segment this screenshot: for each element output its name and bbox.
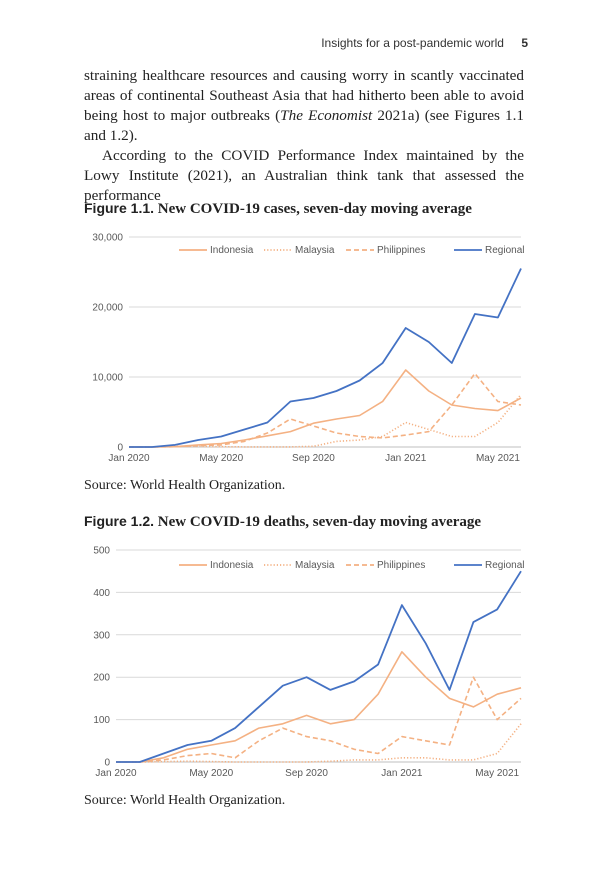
- x-tick-label: Jan 2020: [108, 453, 150, 464]
- paragraph-2: According to the COVID Performance Index…: [84, 147, 524, 204]
- y-tick-label: 0: [117, 443, 123, 454]
- y-tick-label: 0: [104, 758, 110, 769]
- legend-label-philippines: Philippines: [377, 560, 425, 571]
- running-title: Insights for a post-pandemic world: [321, 36, 504, 50]
- legend-label-regional: Regional: [485, 560, 524, 571]
- figure-1-label: Figure 1.1.: [84, 200, 155, 216]
- figure-1-title: Figure 1.1. New COVID-19 cases, seven-da…: [84, 200, 472, 218]
- figure-2-title: Figure 1.2. New COVID-19 deaths, seven-d…: [84, 513, 481, 531]
- paragraph-1-part-b: 2021a) (see Figures 1.1 and 1.2).: [84, 107, 525, 144]
- series-line-philippines: [129, 372, 522, 448]
- x-tick-label: May 2021: [476, 453, 520, 464]
- y-tick-label: 20,000: [92, 303, 123, 314]
- legend-label-indonesia: Indonesia: [210, 560, 254, 571]
- x-tick-label: May 2021: [475, 768, 519, 779]
- y-tick-label: 400: [93, 588, 110, 599]
- chart-covid-deaths: 0 100 200 300 400 500 Jan 2020 May 2020 Sep 2020…: [93, 546, 524, 780]
- chart-covid-cases: 0 10,000 20,000 30,000 Jan 2020 May 2020 Sep 2…: [92, 233, 524, 465]
- series-line-indonesia: [129, 369, 522, 448]
- figure-2-source: Source: World Health Organization.: [84, 793, 286, 808]
- paragraph-1: straining healthcare resources and causi…: [84, 66, 524, 146]
- y-tick-label: 30,000: [92, 233, 123, 244]
- legend-label-philippines: Philippines: [377, 245, 425, 256]
- x-tick-label: Sep 2020: [285, 768, 328, 779]
- figure-2-title-text: New COVID-19 deaths, seven-day moving av…: [157, 514, 482, 530]
- series-line-malaysia: [129, 393, 522, 448]
- y-tick-label: 100: [93, 715, 110, 726]
- x-tick-label: May 2020: [199, 453, 243, 464]
- running-header: Insights for a post-pandemic world 5: [321, 36, 528, 50]
- series-line-regional: [116, 570, 522, 763]
- legend-label-malaysia: Malaysia: [295, 245, 335, 256]
- x-tick-label: Sep 2020: [292, 453, 335, 464]
- x-tick-label: Jan 2020: [95, 768, 137, 779]
- legend-label-indonesia: Indonesia: [210, 245, 254, 256]
- series-line-malaysia: [116, 723, 522, 763]
- series-line-regional: [129, 268, 522, 448]
- x-tick-label: Jan 2021: [385, 453, 427, 464]
- y-tick-label: 200: [93, 673, 110, 684]
- legend-label-malaysia: Malaysia: [295, 560, 335, 571]
- body-text: straining healthcare resources and causi…: [84, 66, 524, 206]
- figure-2-label: Figure 1.2.: [84, 513, 155, 529]
- x-tick-label: Jan 2021: [381, 768, 423, 779]
- y-tick-label: 10,000: [92, 373, 123, 384]
- page-number: 5: [521, 36, 528, 50]
- paragraph-1-italic: The Economist: [280, 107, 373, 124]
- paragraph-1-part-a: straining healthcare resources and causi…: [84, 67, 524, 124]
- figure-1-title-text: New COVID-19 cases, seven-day moving ave…: [157, 201, 472, 217]
- series-line-indonesia: [116, 651, 522, 763]
- x-tick-label: May 2020: [189, 768, 233, 779]
- figure-1-source: Source: World Health Organization.: [84, 478, 286, 493]
- legend-label-regional: Regional: [485, 245, 524, 256]
- y-tick-label: 300: [93, 630, 110, 641]
- series-line-philippines: [116, 676, 522, 763]
- y-tick-label: 500: [93, 546, 110, 557]
